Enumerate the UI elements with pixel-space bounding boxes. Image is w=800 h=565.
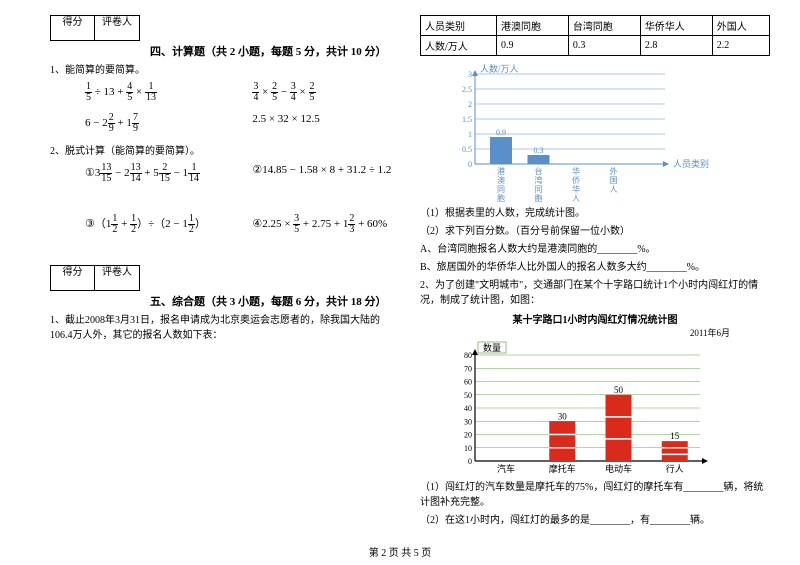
math-row-3: ①31315 − 21314 + 5215 − 1114 ②14.85 − 1.… (85, 163, 400, 184)
q1-sub-a: （1）根据表里的人数，完成统计图。 (420, 206, 770, 221)
page-footer: 第 2 页 共 5 页 (0, 544, 800, 559)
svg-text:电动车: 电动车 (605, 463, 632, 474)
chart2-subtitle: 2011年6月 (420, 326, 730, 339)
svg-text:华: 华 (572, 166, 580, 176)
svg-text:人: 人 (610, 185, 618, 194)
svg-text:人员类别: 人员类别 (673, 158, 709, 169)
q2-text: 2、脱式计算（能简算的要简算）。 (50, 144, 400, 159)
table-header: 台湾同胞 (568, 16, 640, 36)
svg-text:澳: 澳 (497, 175, 505, 185)
svg-text:20: 20 (464, 431, 472, 440)
scorer-label: 得分 (51, 266, 95, 290)
q1-sub-c: A、台湾同胞报名人数大约是港澳同胞的________%。 (420, 242, 770, 257)
table-cell: 0.9 (497, 36, 569, 56)
svg-text:1: 1 (468, 130, 472, 139)
svg-text:50: 50 (464, 391, 472, 400)
svg-text:人数/万人: 人数/万人 (480, 63, 519, 74)
expr-2b: 2.5 × 32 × 12.5 (252, 113, 400, 134)
section4-title: 四、计算题（共 2 小题，每题 5 分，共计 10 分） (150, 43, 400, 59)
svg-text:侨: 侨 (572, 175, 580, 185)
svg-text:3: 3 (468, 70, 472, 79)
svg-text:胞: 胞 (497, 193, 505, 202)
chart2-title: 某十字路口1小时内闯红灯情况统计图 (420, 311, 770, 326)
svg-text:0: 0 (468, 457, 472, 466)
svg-text:40: 40 (464, 404, 472, 413)
expr-3a: ①31315 − 21314 + 5215 − 1114 (85, 163, 252, 184)
svg-text:行人: 行人 (666, 463, 684, 474)
expr-2a: 6 − 229 + 179 (85, 113, 252, 134)
table-header: 华侨华人 (640, 16, 712, 36)
svg-text:70: 70 (464, 364, 472, 373)
score-box: 得分 评卷人 (50, 15, 140, 41)
svg-text:台: 台 (535, 166, 543, 176)
q1-text: 1、能简算的要简算。 (50, 63, 400, 78)
expr-4a: ③（112 + 12）÷（2 − 112） (85, 214, 252, 235)
svg-text:30: 30 (558, 411, 568, 421)
q2-sub-a: （1）闯红灯的汽车数量是摩托车的75%，闯红灯的摩托车有________辆，将统… (420, 480, 770, 510)
svg-text:同: 同 (497, 185, 505, 194)
q1-sub-b: （2）求下列百分数。（百分号前保留一位小数） (420, 224, 770, 239)
svg-text:汽车: 汽车 (497, 463, 515, 474)
scorer-label: 得分 (51, 16, 95, 40)
expr-3b: ②14.85 − 1.58 × 8 + 31.2 ÷ 1.2 (252, 163, 400, 184)
svg-text:0.5: 0.5 (462, 145, 472, 154)
math-row-2: 6 − 229 + 179 2.5 × 32 × 12.5 (85, 113, 400, 134)
score-box-2: 得分 评卷人 (50, 265, 140, 291)
svg-text:摩托车: 摩托车 (549, 463, 576, 474)
svg-text:华: 华 (572, 184, 580, 194)
table-cell: 2.8 (640, 36, 712, 56)
svg-text:15: 15 (670, 431, 680, 441)
svg-text:湾: 湾 (535, 175, 543, 185)
svg-text:港: 港 (497, 166, 505, 176)
data-table: 人员类别港澳同胞台湾同胞华侨华人外国人 人数/万人0.90.32.82.2 (420, 15, 770, 56)
chart1: 人数/万人00.511.522.530.9港澳同胞0.3台湾同胞华侨华人外国人人… (440, 62, 720, 202)
expr-4b: ④2.25 × 35 + 2.75 + 123 + 60% (252, 214, 400, 235)
svg-text:50: 50 (614, 385, 624, 395)
table-cell: 人数/万人 (421, 36, 497, 56)
svg-text:1.5: 1.5 (462, 115, 472, 124)
table-header: 外国人 (712, 16, 769, 36)
svg-text:胞: 胞 (535, 193, 543, 202)
svg-text:0.3: 0.3 (534, 146, 544, 155)
svg-text:同: 同 (535, 185, 543, 194)
svg-text:60: 60 (464, 378, 472, 387)
reviewer-label: 评卷人 (95, 16, 139, 40)
math-row-4: ③（112 + 12）÷（2 − 112） ④2.25 × 35 + 2.75 … (85, 214, 400, 235)
q2-text: 2、为了创建"文明城市"，交通部门在某个十字路口统计1个小时内闯红灯的情况，制成… (420, 278, 770, 308)
svg-text:2: 2 (468, 100, 472, 109)
svg-text:80: 80 (464, 351, 472, 360)
table-cell: 2.2 (712, 36, 769, 56)
q1-sub-d: B、旅居国外的华侨华人比外国人的报名人数多大约________%。 (420, 260, 770, 275)
table-header: 人员类别 (421, 16, 497, 36)
expr-1b: 34 × 25 − 34 × 25 (252, 82, 400, 103)
table-cell: 0.3 (568, 36, 640, 56)
svg-text:外: 外 (610, 166, 618, 176)
svg-text:30: 30 (464, 417, 472, 426)
q2-sub-b: （2）在这1小时内，闯红灯的最多的是________，有________辆。 (420, 513, 770, 528)
svg-text:2.5: 2.5 (462, 85, 472, 94)
math-row-1: 15 ÷ 13 + 45 × 113 34 × 25 − 34 × 25 (85, 82, 400, 103)
table-header: 港澳同胞 (497, 16, 569, 36)
section5-title: 五、综合题（共 3 小题，每题 6 分，共计 18 分） (150, 293, 400, 309)
chart2: 数量 0 10 20 30 40 50 60 70 80 汽车 30 摩托车 50 电动车 15 行人 (440, 341, 720, 476)
svg-text:人: 人 (572, 194, 580, 202)
svg-text:0: 0 (468, 160, 472, 169)
svg-text:国: 国 (610, 176, 618, 185)
svg-text:数量: 数量 (483, 342, 501, 353)
expr-1a: 15 ÷ 13 + 45 × 113 (85, 82, 252, 103)
s5-q1: 1、截止2008年3月31日，报名申请成为北京奥运会志愿者的，除我国大陆的106… (50, 313, 400, 343)
reviewer-label: 评卷人 (95, 266, 139, 290)
svg-text:0.9: 0.9 (496, 128, 506, 137)
svg-text:10: 10 (464, 444, 472, 453)
